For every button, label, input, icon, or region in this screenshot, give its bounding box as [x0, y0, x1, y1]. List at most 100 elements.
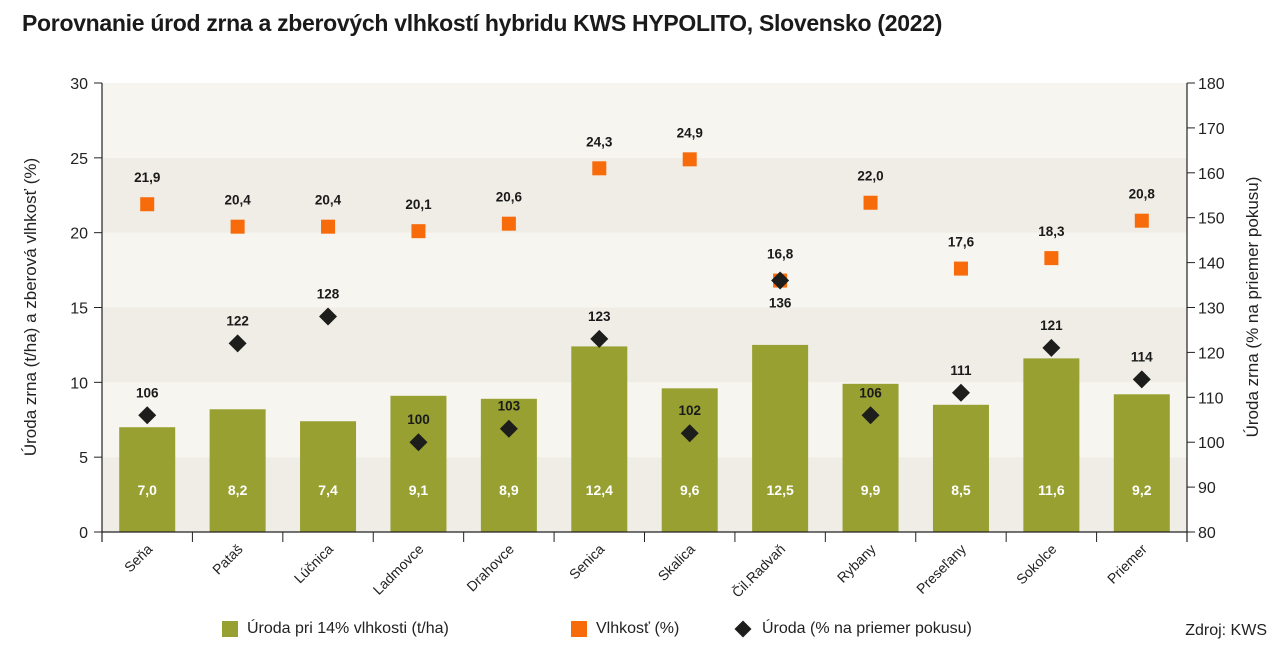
- grid-band: [102, 307, 1187, 383]
- bar: [842, 383, 899, 532]
- x-tick-label: Pataš: [209, 541, 246, 578]
- yield-pct-marker: [228, 334, 247, 353]
- x-tick-label: Rybany: [834, 541, 879, 586]
- moisture-series: [140, 152, 1149, 288]
- moisture-marker: [140, 197, 155, 212]
- moisture-value-label: 20,4: [224, 193, 251, 208]
- y2-tick-label: 180: [1198, 76, 1225, 93]
- bar-value-label: 8,9: [499, 482, 519, 498]
- bar: [119, 427, 176, 532]
- y2-tick-label: 120: [1198, 345, 1225, 362]
- moisture-marker: [321, 219, 336, 234]
- legend-item-yield-pct: Úroda (% na priemer pokusu): [733, 620, 972, 638]
- bar: [752, 344, 809, 532]
- legend-bar-swatch-icon: [222, 621, 238, 637]
- yield-pct-value-label: 100: [407, 412, 430, 427]
- yield-pct-value-label: 103: [498, 399, 521, 414]
- bar-series: [119, 344, 1170, 532]
- legend-diamond-icon: [734, 620, 752, 638]
- bar-value-label: 9,6: [680, 482, 700, 498]
- moisture-value-label: 24,9: [677, 125, 703, 140]
- yield-pct-series: [138, 271, 1151, 452]
- grid-band: [102, 83, 1187, 158]
- x-tick-label: Priemer: [1104, 541, 1150, 587]
- yield-pct-marker: [771, 271, 790, 290]
- bar: [571, 346, 628, 532]
- background-bands: [102, 83, 1187, 532]
- bar: [661, 388, 718, 532]
- moisture-value-label: 20,8: [1129, 187, 1156, 202]
- bar-value-label: 7,4: [318, 482, 338, 498]
- yield-pct-value-label: 122: [226, 313, 249, 328]
- bar-value-label: 12,5: [767, 482, 794, 498]
- bar-value-label: 9,1: [409, 482, 429, 498]
- yield-pct-marker: [409, 433, 428, 452]
- y-tick-label: 15: [70, 301, 88, 318]
- yield-pct-marker: [861, 406, 880, 425]
- y2-tick-label: 160: [1198, 166, 1225, 183]
- bar-value-label: 11,6: [1038, 482, 1065, 498]
- moisture-marker: [592, 161, 607, 176]
- yield-pct-value-label: 114: [1131, 349, 1153, 364]
- moisture-marker: [1134, 213, 1149, 228]
- y-tick-label: 20: [70, 226, 88, 243]
- moisture-value-label: 20,6: [496, 190, 523, 205]
- yield-pct-marker: [680, 424, 699, 443]
- bar: [1113, 394, 1170, 532]
- x-tick-label: Sokolce: [1013, 541, 1060, 588]
- yield-pct-value-label: 106: [859, 385, 882, 400]
- bar: [932, 404, 989, 532]
- y-tick-label: 25: [70, 151, 88, 168]
- yield-pct-value-label: 128: [317, 286, 340, 301]
- bar: [300, 421, 357, 532]
- legend-label: Vlhkosť (%): [596, 620, 680, 637]
- legend-label: Úroda (% na priemer pokusu): [762, 620, 972, 637]
- yield-pct-value-label: 123: [588, 309, 611, 324]
- y-axis-title: Úroda zrna (t/ha) a zberová vlhkosť (%): [21, 158, 40, 456]
- chart-title: Porovnanie úrod zrna a zberových vlhkost…: [22, 10, 943, 36]
- legend-square-icon: [571, 621, 587, 637]
- yield-pct-marker: [319, 307, 338, 326]
- moisture-value-label: 20,1: [405, 197, 432, 212]
- bar-value-label: 8,2: [228, 482, 248, 498]
- legend: Úroda pri 14% vlhkosti (t/ha) Vlhkosť (%…: [0, 620, 1285, 646]
- yield-pct-value-label: 102: [678, 403, 701, 418]
- moisture-marker: [682, 152, 697, 167]
- bar-value-label: 9,9: [861, 482, 881, 498]
- moisture-value-label: 22,0: [857, 169, 883, 184]
- moisture-value-label: 20,4: [315, 193, 342, 208]
- bar-value-label: 9,2: [1132, 482, 1152, 498]
- y-tick-label: 0: [79, 525, 88, 542]
- moisture-marker: [1044, 251, 1059, 266]
- yield-pct-value-label: 121: [1040, 318, 1063, 333]
- y2-tick-label: 150: [1198, 211, 1225, 228]
- bar-value-label: 7,0: [137, 482, 157, 498]
- moisture-value-label: 18,3: [1038, 224, 1065, 239]
- chart-canvas: 0 5 10 15 20 25 30 80 90 100 110 120 130 140 150 160 170…: [21, 76, 1262, 601]
- grid-band: [102, 382, 1187, 458]
- y-tick-label: 30: [70, 76, 88, 93]
- x-tick-label: Senica: [566, 541, 608, 583]
- yield-pct-marker: [590, 329, 609, 348]
- bar: [390, 395, 447, 532]
- y2-tick-label: 100: [1198, 435, 1225, 452]
- x-tick-label: Seňa: [121, 541, 156, 576]
- moisture-value-label: 24,3: [586, 134, 613, 149]
- y2-tick-label: 170: [1198, 121, 1225, 138]
- yield-pct-value-label: 106: [136, 385, 159, 400]
- data-labels: 7,0 8,2 7,4 9,1 8,9 12,4 9,6 12,5 9,9 8,5 11,6 9,2 2…: [134, 125, 1155, 498]
- x-tick-label: Drahovce: [463, 541, 517, 595]
- moisture-value-label: 21,9: [134, 170, 160, 185]
- moisture-marker: [411, 224, 426, 239]
- bar: [1023, 358, 1080, 532]
- grid-band: [102, 457, 1187, 532]
- y2-tick-label: 90: [1198, 480, 1216, 497]
- bar-value-label: 12,4: [586, 482, 613, 498]
- y2-tick-label: 110: [1198, 390, 1224, 407]
- moisture-marker: [230, 219, 245, 234]
- grid-band: [102, 232, 1187, 308]
- y2-axis-title: Úroda zrna (% na priemer pokusu): [1243, 177, 1262, 438]
- y2-tick-label: 80: [1198, 525, 1216, 542]
- moisture-marker: [863, 195, 878, 210]
- yield-pct-value-label: 111: [950, 363, 972, 378]
